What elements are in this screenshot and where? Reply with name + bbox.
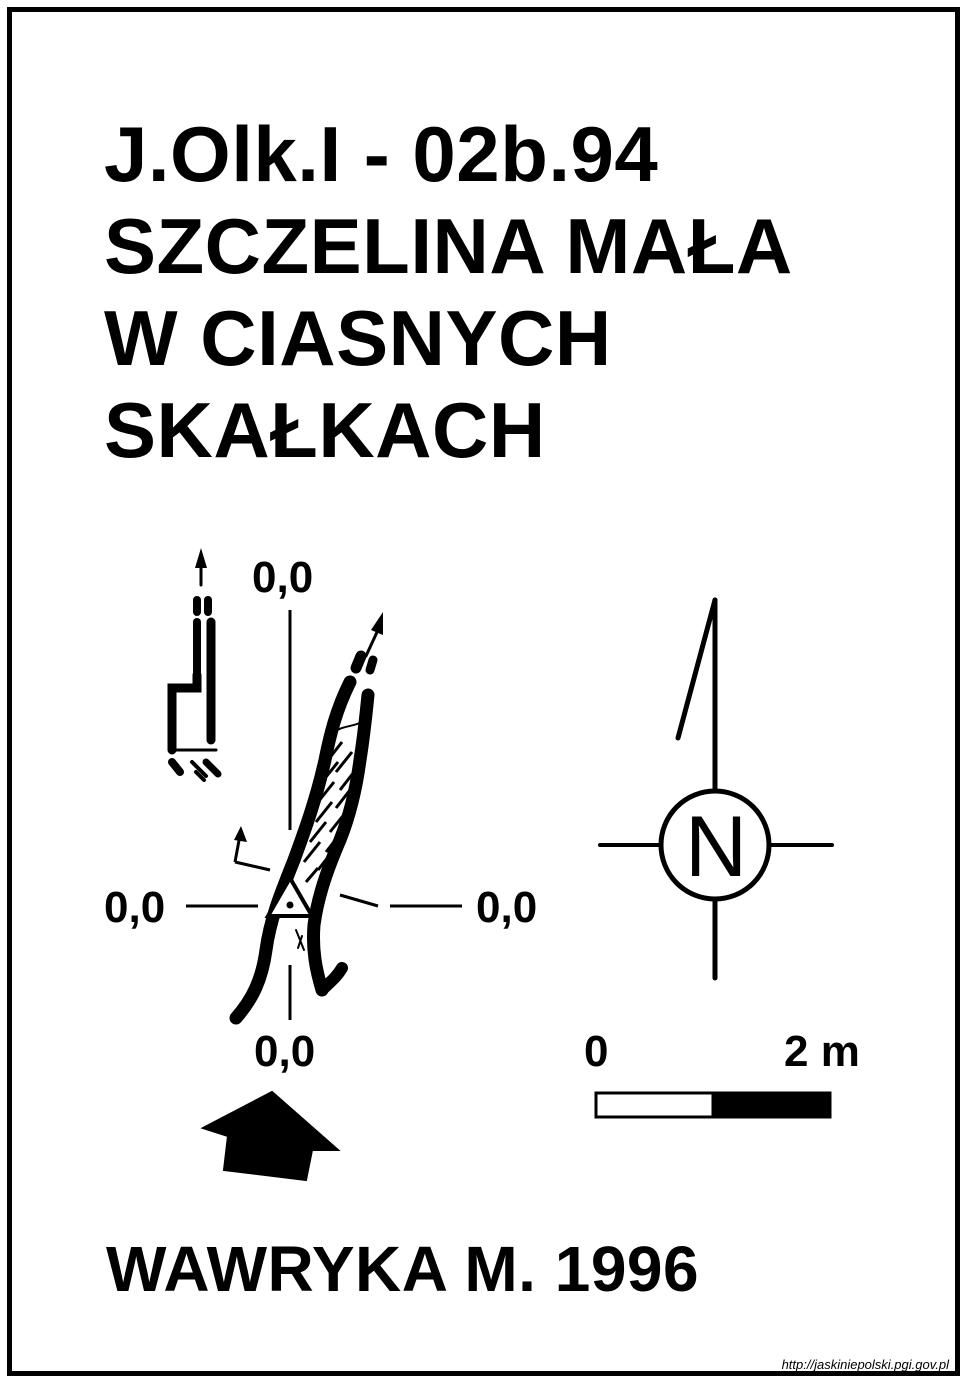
scale-end-label: 2 m (784, 1027, 860, 1076)
cross-section (167, 548, 222, 782)
plan-label-left: 0,0 (104, 883, 166, 932)
scale-start-label: 0 (584, 1027, 609, 1076)
passage-arrow-head (371, 612, 383, 635)
cave-name-line-2: W CIASNYCH (104, 294, 612, 382)
cave-code: J.Olk.I - 02b.94 (104, 110, 659, 198)
passage-arrow-shaft (364, 628, 380, 658)
plan-reference-axes (186, 610, 462, 1020)
plan-label-right: 0,0 (476, 883, 538, 932)
station-dot (286, 901, 294, 909)
section-arrow-head (195, 548, 207, 568)
map-frame (7, 7, 960, 1376)
fissure-east-wall (307, 688, 375, 997)
survey-station (264, 874, 316, 918)
plan-label-bottom: 0,0 (254, 1027, 316, 1076)
entrance-arrow-icon (200, 1090, 341, 1182)
north-circle (658, 788, 772, 902)
bearing-arrow-head (234, 826, 247, 842)
scale-bar (594, 1091, 832, 1119)
cave-plan (229, 612, 383, 1025)
north-arrow (598, 597, 834, 981)
fissure-west-wall (229, 675, 357, 1025)
north-letter: N (685, 799, 747, 895)
source-url: http://jaskiniepolski.pgi.gov.pl (781, 1357, 949, 1372)
title-block: J.Olk.I - 02b.94 SZCZELINA MAŁA W CIASNY… (104, 108, 793, 476)
axis-tick (339, 893, 379, 908)
plan-label-top: 0,0 (252, 553, 314, 602)
station-triangle (264, 874, 316, 918)
debris-hatching (302, 741, 356, 885)
author-credit: WAWRYKA M. 1996 (106, 1233, 700, 1305)
cave-name-line-3: SKAŁKACH (104, 386, 546, 474)
cave-name-line-1: SZCZELINA MAŁA (104, 202, 793, 290)
